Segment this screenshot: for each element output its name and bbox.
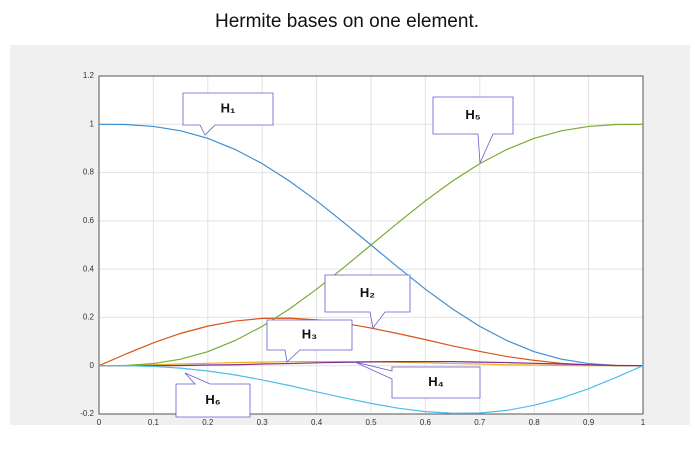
series-line [98,317,643,367]
x-tick-label: 0 [97,418,102,427]
y-tick-label: 0.8 [83,168,95,177]
callout-label: H₂ [360,285,375,300]
x-tick-label: 0.6 [420,418,432,427]
callout-label: H₆ [205,392,220,407]
callout-box [354,361,481,399]
chart-title: Hermite bases on one element. [215,11,479,32]
x-tick-label: 0.2 [202,418,214,427]
x-tick-label: 0.3 [257,418,269,427]
callout-box [432,96,514,164]
x-tick-label: 0.9 [583,418,595,427]
x-tick-label: 0.8 [529,418,541,427]
y-tick-label: 0 [90,361,95,370]
y-tick-label: 0.2 [83,313,95,322]
callout-label: H₄ [428,374,444,389]
callout-box [182,92,274,136]
callout-box [175,372,251,418]
x-tick-label: 0.4 [311,418,323,427]
y-tick-label: 0.4 [83,264,95,273]
callout-label: H₃ [302,326,317,341]
x-tick-label: 0.5 [365,418,377,427]
x-tick-label: 0.7 [474,418,486,427]
y-tick-label: 0.6 [83,216,95,225]
callout-label: H₅ [465,107,480,122]
y-tick-label: 1.2 [83,71,95,80]
y-tick-label: -0.2 [80,409,94,418]
x-tick-label: 1 [641,418,646,427]
x-tick-label: 0.1 [148,418,160,427]
axes-box [98,75,644,415]
callout-box [266,319,353,363]
series-line [99,361,644,367]
series-line [98,123,644,367]
callout-label: H₁ [221,100,236,115]
callout-box [324,274,411,329]
y-tick-label: 1 [90,119,95,128]
series-line [99,365,644,414]
